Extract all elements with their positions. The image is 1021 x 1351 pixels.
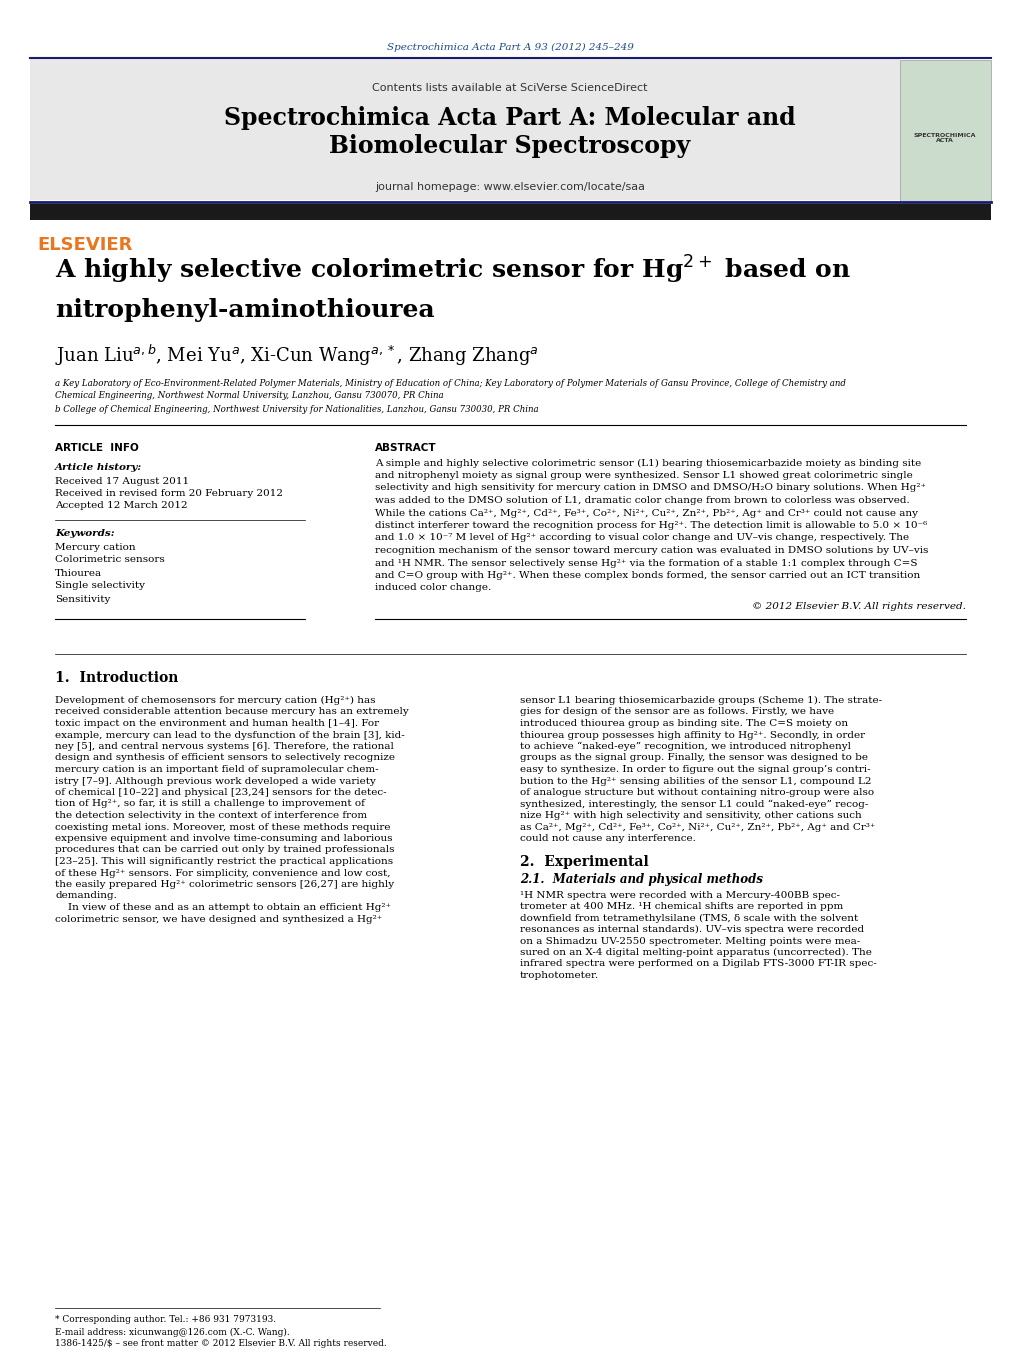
Text: trometer at 400 MHz. ¹H chemical shifts are reported in ppm: trometer at 400 MHz. ¹H chemical shifts … — [520, 902, 843, 911]
Text: ney [5], and central nervous systems [6]. Therefore, the rational: ney [5], and central nervous systems [6]… — [55, 742, 394, 751]
Text: easy to synthesize. In order to figure out the signal group’s contri-: easy to synthesize. In order to figure o… — [520, 765, 871, 774]
Text: Received in revised form 20 February 2012: Received in revised form 20 February 201… — [55, 489, 283, 499]
Text: selectivity and high sensitivity for mercury cation in DMSO and DMSO/H₂O binary : selectivity and high sensitivity for mer… — [375, 484, 926, 493]
Text: as Ca²⁺, Mg²⁺, Cd²⁺, Fe³⁺, Co²⁺, Ni²⁺, Cu²⁺, Zn²⁺, Pb²⁺, Ag⁺ and Cr³⁺: as Ca²⁺, Mg²⁺, Cd²⁺, Fe³⁺, Co²⁺, Ni²⁺, C… — [520, 823, 875, 831]
Text: 1.  Introduction: 1. Introduction — [55, 671, 179, 685]
Text: Article history:: Article history: — [55, 463, 142, 473]
Text: groups as the signal group. Finally, the sensor was designed to be: groups as the signal group. Finally, the… — [520, 754, 868, 762]
Text: gies for design of the sensor are as follows. Firstly, we have: gies for design of the sensor are as fol… — [520, 708, 834, 716]
Text: Mercury cation: Mercury cation — [55, 543, 136, 551]
Text: and 1.0 × 10⁻⁷ M level of Hg²⁺ according to visual color change and UV–vis chang: and 1.0 × 10⁻⁷ M level of Hg²⁺ according… — [375, 534, 909, 543]
Text: induced color change.: induced color change. — [375, 584, 491, 593]
Text: distinct interferer toward the recognition process for Hg²⁺. The detection limit: distinct interferer toward the recogniti… — [375, 521, 927, 530]
Text: downfield from tetramethylsilane (TMS, δ scale with the solvent: downfield from tetramethylsilane (TMS, δ… — [520, 913, 859, 923]
Text: 2.  Experimental: 2. Experimental — [520, 855, 648, 869]
Text: Accepted 12 March 2012: Accepted 12 March 2012 — [55, 501, 188, 511]
Text: coexisting metal ions. Moreover, most of these methods require: coexisting metal ions. Moreover, most of… — [55, 823, 390, 831]
Text: 1386-1425/$ – see front matter © 2012 Elsevier B.V. All rights reserved.: 1386-1425/$ – see front matter © 2012 El… — [55, 1339, 387, 1348]
Text: nize Hg²⁺ with high selectivity and sensitivity, other cations such: nize Hg²⁺ with high selectivity and sens… — [520, 811, 862, 820]
Text: example, mercury can lead to the dysfunction of the brain [3], kid-: example, mercury can lead to the dysfunc… — [55, 731, 404, 739]
Text: A simple and highly selective colorimetric sensor (L1) bearing thiosemicarbazide: A simple and highly selective colorimetr… — [375, 458, 921, 467]
Text: istry [7–9]. Although previous work developed a wide variety: istry [7–9]. Although previous work deve… — [55, 777, 376, 785]
Text: synthesized, interestingly, the sensor L1 could “naked-eye” recog-: synthesized, interestingly, the sensor L… — [520, 800, 869, 809]
Text: was added to the DMSO solution of L1, dramatic color change from brown to colorl: was added to the DMSO solution of L1, dr… — [375, 496, 910, 505]
Text: [23–25]. This will significantly restrict the practical applications: [23–25]. This will significantly restric… — [55, 857, 393, 866]
Text: Sensitivity: Sensitivity — [55, 594, 110, 604]
Text: Thiourea: Thiourea — [55, 569, 102, 577]
Text: tion of Hg²⁺, so far, it is still a challenge to improvement of: tion of Hg²⁺, so far, it is still a chal… — [55, 800, 364, 808]
Text: journal homepage: www.elsevier.com/locate/saa: journal homepage: www.elsevier.com/locat… — [375, 182, 645, 192]
Text: design and synthesis of efficient sensors to selectively recognize: design and synthesis of efficient sensor… — [55, 754, 395, 762]
Bar — [30, 204, 991, 220]
Text: Contents lists available at SciVerse ScienceDirect: Contents lists available at SciVerse Sci… — [373, 82, 647, 93]
Text: trophotometer.: trophotometer. — [520, 971, 599, 979]
Text: nitrophenyl-aminothiourea: nitrophenyl-aminothiourea — [55, 299, 435, 322]
Bar — [900, 59, 991, 203]
Text: the easily prepared Hg²⁺ colorimetric sensors [26,27] are highly: the easily prepared Hg²⁺ colorimetric se… — [55, 880, 394, 889]
Text: expensive equipment and involve time-consuming and laborious: expensive equipment and involve time-con… — [55, 834, 392, 843]
Text: of these Hg²⁺ sensors. For simplicity, convenience and low cost,: of these Hg²⁺ sensors. For simplicity, c… — [55, 869, 390, 878]
Text: Chemical Engineering, Northwest Normal University, Lanzhou, Gansu 730070, PR Chi: Chemical Engineering, Northwest Normal U… — [55, 390, 444, 400]
Text: * Corresponding author. Tel.: +86 931 7973193.: * Corresponding author. Tel.: +86 931 79… — [55, 1316, 276, 1324]
Text: Spectrochimica Acta Part A 93 (2012) 245–249: Spectrochimica Acta Part A 93 (2012) 245… — [387, 42, 633, 51]
Text: a Key Laboratory of Eco-Environment-Related Polymer Materials, Ministry of Educa: a Key Laboratory of Eco-Environment-Rela… — [55, 378, 845, 388]
Text: recognition mechanism of the sensor toward mercury cation was evaluated in DMSO : recognition mechanism of the sensor towa… — [375, 546, 928, 555]
Text: SPECTROCHIMICA
ACTA: SPECTROCHIMICA ACTA — [914, 132, 976, 143]
Text: of analogue structure but without containing nitro-group were also: of analogue structure but without contai… — [520, 788, 874, 797]
Text: sured on an X-4 digital melting-point apparatus (uncorrected). The: sured on an X-4 digital melting-point ap… — [520, 948, 872, 957]
Text: and C=O group with Hg²⁺. When these complex bonds formed, the sensor carried out: and C=O group with Hg²⁺. When these comp… — [375, 571, 920, 580]
Text: on a Shimadzu UV-2550 spectrometer. Melting points were mea-: on a Shimadzu UV-2550 spectrometer. Melt… — [520, 936, 861, 946]
Text: Keywords:: Keywords: — [55, 530, 114, 539]
Text: Single selectivity: Single selectivity — [55, 581, 145, 590]
Text: introduced thiourea group as binding site. The C=S moiety on: introduced thiourea group as binding sit… — [520, 719, 848, 728]
Text: and nitrophenyl moiety as signal group were synthesized. Sensor L1 showed great : and nitrophenyl moiety as signal group w… — [375, 471, 913, 480]
Text: sensor L1 bearing thiosemicarbazide groups (Scheme 1). The strate-: sensor L1 bearing thiosemicarbazide grou… — [520, 696, 882, 705]
Text: b College of Chemical Engineering, Northwest University for Nationalities, Lanzh: b College of Chemical Engineering, North… — [55, 405, 539, 415]
Text: to achieve “naked-eye” recognition, we introduced nitrophenyl: to achieve “naked-eye” recognition, we i… — [520, 742, 850, 751]
Text: received considerable attention because mercury has an extremely: received considerable attention because … — [55, 708, 408, 716]
Text: demanding.: demanding. — [55, 892, 116, 901]
Text: bution to the Hg²⁺ sensing abilities of the sensor L1, compound L2: bution to the Hg²⁺ sensing abilities of … — [520, 777, 872, 785]
Text: toxic impact on the environment and human health [1–4]. For: toxic impact on the environment and huma… — [55, 719, 379, 728]
Text: resonances as internal standards). UV–vis spectra were recorded: resonances as internal standards). UV–vi… — [520, 925, 864, 934]
Text: and ¹H NMR. The sensor selectively sense Hg²⁺ via the formation of a stable 1:1 : and ¹H NMR. The sensor selectively sense… — [375, 558, 918, 567]
Text: Spectrochimica Acta Part A: Molecular and
Biomolecular Spectroscopy: Spectrochimica Acta Part A: Molecular an… — [225, 107, 795, 158]
Text: procedures that can be carried out only by trained professionals: procedures that can be carried out only … — [55, 846, 394, 854]
Text: of chemical [10–22] and physical [23,24] sensors for the detec-: of chemical [10–22] and physical [23,24]… — [55, 788, 387, 797]
Text: thiourea group possesses high affinity to Hg²⁺. Secondly, in order: thiourea group possesses high affinity t… — [520, 731, 865, 739]
Text: Development of chemosensors for mercury cation (Hg²⁺) has: Development of chemosensors for mercury … — [55, 696, 376, 705]
Text: the detection selectivity in the context of interference from: the detection selectivity in the context… — [55, 811, 368, 820]
Text: could not cause any interference.: could not cause any interference. — [520, 834, 696, 843]
Text: ABSTRACT: ABSTRACT — [375, 443, 437, 453]
Text: 2.1.  Materials and physical methods: 2.1. Materials and physical methods — [520, 874, 763, 886]
Text: A highly selective colorimetric sensor for Hg$^{2+}$ based on: A highly selective colorimetric sensor f… — [55, 254, 850, 286]
Text: Colorimetric sensors: Colorimetric sensors — [55, 555, 164, 565]
Bar — [30, 58, 900, 200]
Text: While the cations Ca²⁺, Mg²⁺, Cd²⁺, Fe³⁺, Co²⁺, Ni²⁺, Cu²⁺, Zn²⁺, Pb²⁺, Ag⁺ and : While the cations Ca²⁺, Mg²⁺, Cd²⁺, Fe³⁺… — [375, 508, 918, 517]
Text: ARTICLE  INFO: ARTICLE INFO — [55, 443, 139, 453]
Text: ¹H NMR spectra were recorded with a Mercury-400BB spec-: ¹H NMR spectra were recorded with a Merc… — [520, 890, 840, 900]
Text: Juan Liu$^{a,b}$, Mei Yu$^{a}$, Xi-Cun Wang$^{a,*}$, Zhang Zhang$^{a}$: Juan Liu$^{a,b}$, Mei Yu$^{a}$, Xi-Cun W… — [55, 342, 539, 367]
Text: E-mail address: xicunwang@126.com (X.-C. Wang).: E-mail address: xicunwang@126.com (X.-C.… — [55, 1328, 290, 1336]
Text: colorimetric sensor, we have designed and synthesized a Hg²⁺: colorimetric sensor, we have designed an… — [55, 915, 382, 924]
Text: mercury cation is an important field of supramolecular chem-: mercury cation is an important field of … — [55, 765, 379, 774]
Text: In view of these and as an attempt to obtain an efficient Hg²⁺: In view of these and as an attempt to ob… — [55, 902, 391, 912]
Text: Received 17 August 2011: Received 17 August 2011 — [55, 477, 189, 486]
Text: infrared spectra were performed on a Digilab FTS-3000 FT-IR spec-: infrared spectra were performed on a Dig… — [520, 959, 877, 969]
Text: ELSEVIER: ELSEVIER — [38, 236, 133, 254]
Text: © 2012 Elsevier B.V. All rights reserved.: © 2012 Elsevier B.V. All rights reserved… — [752, 603, 966, 611]
